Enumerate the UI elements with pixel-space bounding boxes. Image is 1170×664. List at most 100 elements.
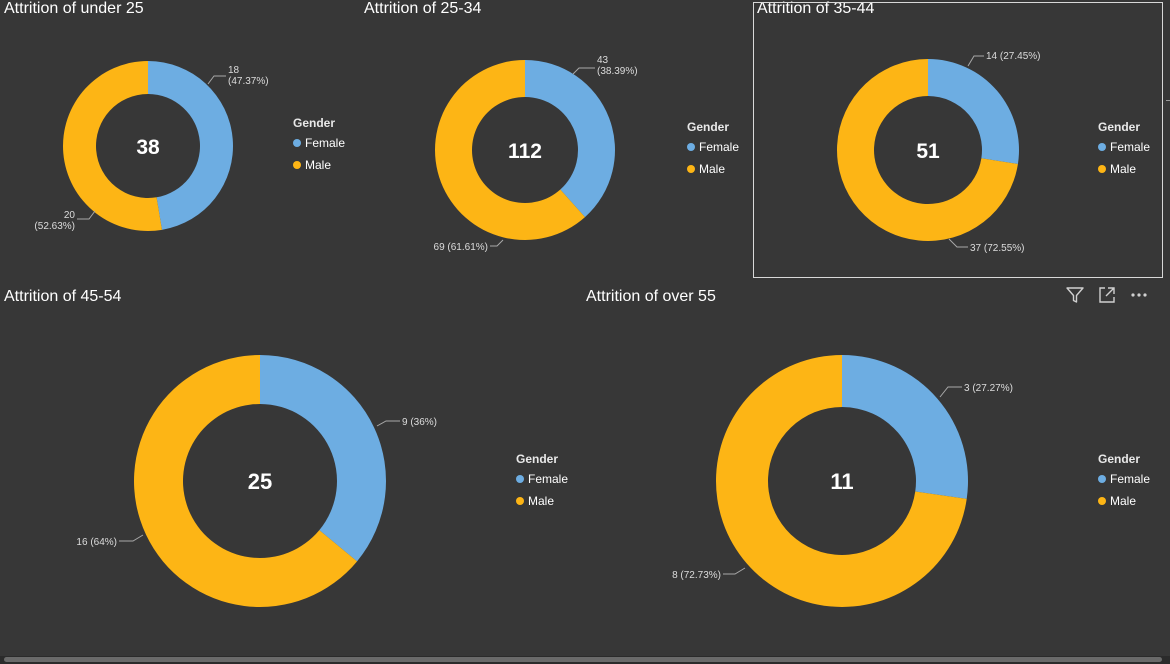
edge-marker <box>1166 100 1170 101</box>
chart-title: Attrition of 25-34 <box>364 0 482 17</box>
data-label: (38.39%) <box>597 66 638 77</box>
legend-item-male[interactable]: Male <box>687 162 739 176</box>
leader-line <box>948 238 968 248</box>
female-dot-icon <box>1098 143 1106 151</box>
data-label: 43 <box>597 55 609 66</box>
male-dot-icon <box>1098 165 1106 173</box>
legend-title: Gender <box>516 452 559 466</box>
legend-label: Male <box>699 162 726 176</box>
chart-title: Attrition of under 25 <box>4 0 144 17</box>
legend-title: Gender <box>687 120 730 134</box>
male-dot-icon <box>1098 497 1106 505</box>
female-dot-icon <box>516 475 524 483</box>
filter-button[interactable] <box>1064 284 1086 306</box>
slice-male[interactable] <box>435 60 585 240</box>
legend-label: Male <box>1110 162 1137 176</box>
legend-label: Female <box>528 472 569 486</box>
legend-item-male[interactable]: Male <box>293 158 345 172</box>
leader-line <box>490 239 504 247</box>
donut-total-label: 25 <box>248 469 272 494</box>
slice-female[interactable] <box>928 59 1019 164</box>
data-label: 18 <box>228 65 240 76</box>
legend-item-female[interactable]: Female <box>1098 472 1150 486</box>
legend-item-male[interactable]: Male <box>516 494 568 508</box>
chart-panel-35-44[interactable]: Attrition of 35-44 51 14 (27.45%) 37 (72.5… <box>753 0 1166 280</box>
slice-female[interactable] <box>148 61 233 230</box>
legend-label: Female <box>699 140 740 154</box>
legend-item-female[interactable]: Female <box>1098 140 1150 154</box>
male-dot-icon <box>293 161 301 169</box>
donut-total-label: 38 <box>136 136 160 159</box>
male-dot-icon <box>516 497 524 505</box>
slice-female[interactable] <box>260 355 387 562</box>
leader-line <box>572 67 595 75</box>
slice-male[interactable] <box>62 61 162 231</box>
donut-chart-under-25[interactable]: 38 18(47.37%) 20(52.63%) <box>0 0 360 280</box>
legend: Gender Female Male <box>1098 120 1150 184</box>
donut-chart-35-44[interactable]: 51 14 (27.45%) 37 (72.55%) <box>753 0 1166 280</box>
leader-line <box>207 75 226 85</box>
chart-panel-under-25[interactable]: Attrition of under 25 38 18 (47.37%) 20 (52.… <box>0 0 360 280</box>
more-options-icon <box>1131 293 1147 297</box>
chart-title: Attrition of 45-54 <box>4 288 122 305</box>
legend-title: Gender <box>1098 452 1141 466</box>
donut-total-label: 112 <box>508 140 542 163</box>
legend-label: Female <box>1110 140 1151 154</box>
slice-male[interactable] <box>716 355 967 607</box>
chart-title: Attrition of 35-44 <box>757 0 875 17</box>
chart-title: Attrition of over 55 <box>586 288 716 305</box>
female-dot-icon <box>1098 475 1106 483</box>
slice-male[interactable] <box>134 355 358 607</box>
female-dot-icon <box>687 143 695 151</box>
data-label: 69 (61.61%) <box>434 242 488 253</box>
leader-line <box>723 567 746 575</box>
leader-line <box>77 210 96 220</box>
legend: Gender Female Male <box>1098 452 1150 516</box>
legend-label: Female <box>305 136 346 150</box>
filter-icon <box>1066 287 1084 303</box>
leader-line <box>376 420 400 427</box>
donut-total-label: 51 <box>916 140 940 163</box>
legend-title: Gender <box>1098 120 1141 134</box>
chart-panel-over-55[interactable]: Attrition of over 55 11 3 (27.27%) 8 (72.7… <box>582 288 1166 654</box>
horizontal-scrollbar[interactable] <box>0 656 1170 664</box>
donut-total-label: 11 <box>830 469 853 494</box>
scrollbar-thumb[interactable] <box>4 657 1162 662</box>
legend-label: Male <box>305 158 332 172</box>
slice-female[interactable] <box>525 60 615 218</box>
legend-item-female[interactable]: Female <box>516 472 568 486</box>
donut-chart-45-54[interactable]: 25 9 (36%) 16 (64%) <box>0 288 582 654</box>
data-label: 8 (72.73%) <box>672 570 721 581</box>
data-label: (47.37%) <box>228 76 269 87</box>
data-label: 9 (36%) <box>402 417 437 428</box>
donut-chart-25-34[interactable]: 112 43(38.39%) 69 (61.61%) <box>360 0 753 280</box>
chart-panel-25-34[interactable]: Attrition of 25-34 112 43 (38.39%) 69 (61.6… <box>360 0 753 280</box>
focus-mode-button[interactable] <box>1096 284 1118 306</box>
female-dot-icon <box>293 139 301 147</box>
male-dot-icon <box>687 165 695 173</box>
legend-label: Female <box>1110 472 1151 486</box>
legend-title: Gender <box>293 116 336 130</box>
chart-panel-45-54[interactable]: Attrition of 45-54 25 9 (36%) 16 (64%) Gen… <box>0 288 582 654</box>
data-label: 14 (27.45%) <box>986 51 1040 62</box>
data-label: 20 <box>64 210 76 221</box>
leader-line <box>119 534 144 542</box>
data-label: 16 (64%) <box>76 537 117 548</box>
legend: Gender Female Male <box>293 116 345 180</box>
legend-item-male[interactable]: Male <box>1098 162 1150 176</box>
data-label: 3 (27.27%) <box>964 383 1013 394</box>
leader-line <box>967 55 984 67</box>
legend-item-female[interactable]: Female <box>293 136 345 150</box>
legend-label: Male <box>1110 494 1137 508</box>
donut-chart-over-55[interactable]: 11 3 (27.27%) 8 (72.73%) <box>582 288 1166 654</box>
visual-header-toolbar <box>1064 284 1150 306</box>
focus-mode-icon <box>1099 287 1115 303</box>
slice-female[interactable] <box>842 355 968 499</box>
slice-male[interactable] <box>837 59 1018 241</box>
legend-item-male[interactable]: Male <box>1098 494 1150 508</box>
leader-line <box>939 386 962 398</box>
legend-item-female[interactable]: Female <box>687 140 739 154</box>
more-options-button[interactable] <box>1128 284 1150 306</box>
legend: Gender Female Male <box>687 120 739 184</box>
legend: Gender Female Male <box>516 452 568 516</box>
